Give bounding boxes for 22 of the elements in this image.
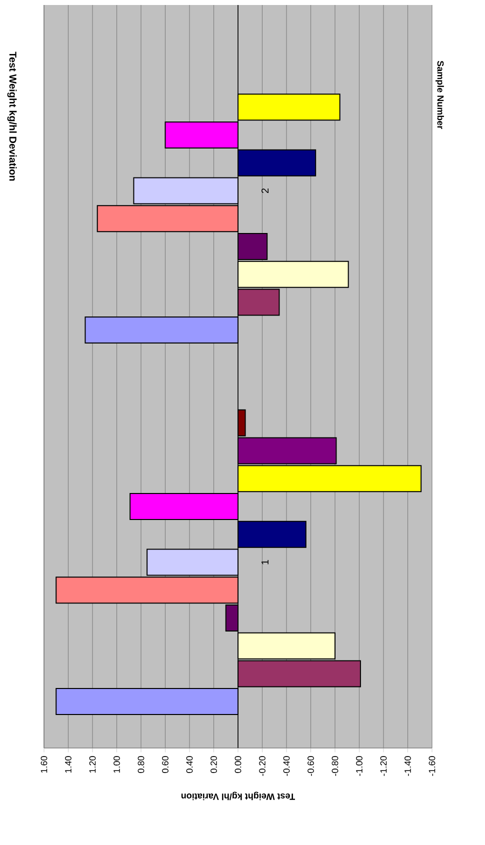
x-tick-label: 1.60 — [40, 756, 48, 773]
x-tick-label: -0.60 — [308, 756, 314, 776]
x-tick-label: -0.40 — [283, 756, 290, 776]
x-tick-label: -0.20 — [259, 756, 266, 776]
x-tick-label: 0.40 — [186, 756, 193, 773]
text: Test Weight kg/hl Deviation — [7, 52, 17, 181]
x-axis-title: Test Weight kg/hl Variation — [181, 792, 295, 800]
x-tick-label: 0.00 — [234, 756, 242, 773]
x-tick-label: 1.20 — [89, 756, 96, 773]
x-tick-label: 0.20 — [210, 756, 217, 773]
x-tick-label: 1.00 — [114, 756, 120, 773]
y-axis-title: Sample Number — [436, 60, 444, 129]
x-tick-label: -1.60 — [428, 756, 436, 776]
x-tick-label: 0.80 — [138, 756, 144, 773]
x-tick-label: 1.40 — [65, 756, 72, 773]
y-tick-label: 2 — [262, 188, 268, 194]
x-tick-label: -1.40 — [404, 756, 411, 776]
x-tick-label: -1.20 — [380, 756, 387, 776]
x-tick-label: -0.80 — [332, 756, 338, 776]
x-tick-label: -1.00 — [356, 756, 362, 776]
y-tick-label: 1 — [262, 560, 268, 564]
x-tick-label: 0.60 — [162, 756, 168, 773]
